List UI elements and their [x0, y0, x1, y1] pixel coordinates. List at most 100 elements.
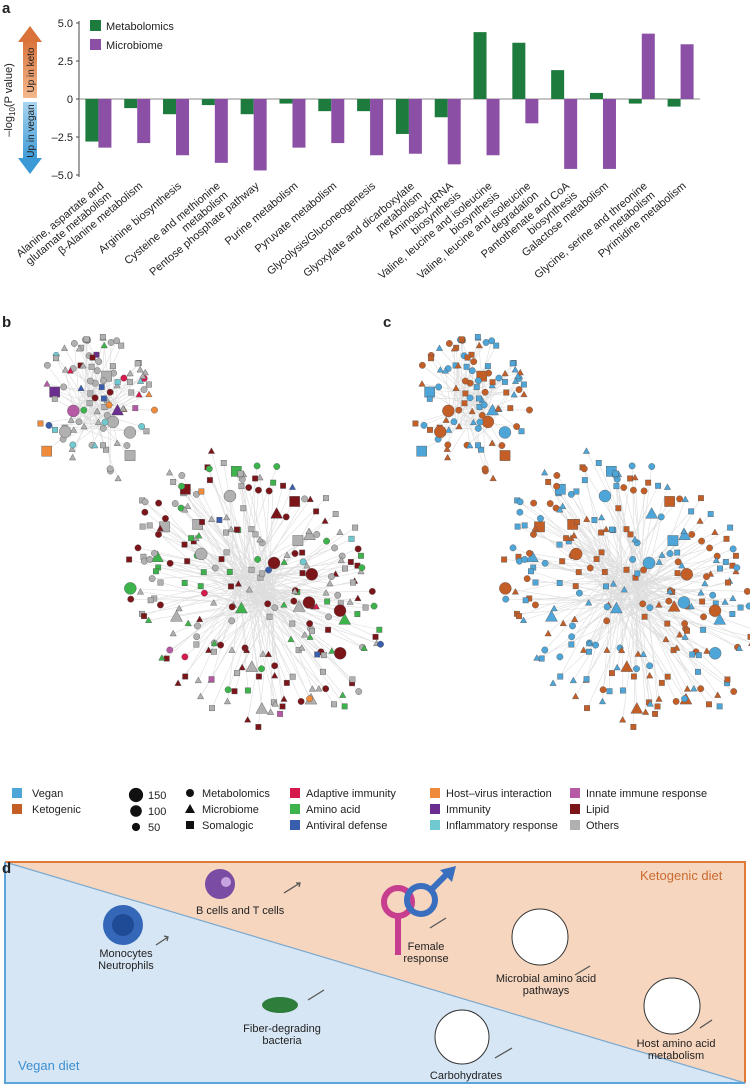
network-node	[468, 367, 476, 375]
bar	[434, 99, 448, 118]
network-node	[522, 597, 529, 604]
network-edge	[188, 601, 275, 624]
network-node	[553, 482, 560, 490]
network-edge	[645, 577, 716, 611]
network-node	[546, 500, 554, 507]
network-node	[146, 555, 154, 563]
network-node	[193, 633, 201, 641]
network-edge	[631, 576, 707, 580]
network-edge	[612, 478, 631, 595]
network-node	[732, 567, 740, 575]
network-edge	[221, 559, 244, 600]
network-node	[305, 527, 313, 534]
network-edge	[450, 372, 521, 392]
network-node	[210, 639, 218, 647]
network-node	[708, 647, 722, 660]
network-node	[306, 633, 314, 640]
network-node	[136, 588, 144, 595]
network-node	[648, 463, 656, 470]
network-edge	[611, 606, 622, 674]
network-node	[462, 390, 469, 397]
network-node	[240, 505, 247, 512]
bar	[163, 99, 177, 115]
network-edge	[267, 582, 354, 597]
network-node	[181, 541, 188, 548]
molecule-icon	[643, 977, 701, 1035]
size-label: 150	[148, 790, 166, 802]
network-node	[463, 363, 470, 370]
network-edge	[626, 608, 634, 667]
network-edge	[130, 588, 249, 596]
network-node	[83, 336, 90, 343]
network-node	[354, 594, 362, 602]
network-edge	[107, 399, 136, 409]
network-node	[124, 582, 137, 595]
network-node	[337, 556, 345, 564]
network-node	[124, 450, 136, 461]
y-tick-label: 5.0	[58, 18, 73, 30]
network-edge	[258, 485, 284, 572]
network-edge	[535, 596, 647, 606]
network-node	[106, 388, 114, 396]
network-edge	[137, 547, 263, 577]
network-node	[706, 701, 712, 708]
legend-label: Microbiome	[106, 40, 163, 52]
network-node	[136, 366, 144, 373]
network-node	[113, 439, 121, 446]
network-node	[178, 472, 186, 479]
network-node	[509, 544, 517, 552]
network-node	[292, 600, 306, 612]
network-node	[151, 406, 158, 414]
network-node	[126, 556, 133, 563]
network-node	[113, 337, 121, 345]
network-node	[208, 515, 216, 522]
network-node	[273, 463, 281, 470]
network-node	[639, 600, 647, 608]
network-node	[132, 405, 139, 412]
network-node	[197, 692, 205, 700]
network-node	[67, 404, 80, 418]
diagram-label: Host amino acid metabolism	[637, 1038, 716, 1062]
bar	[395, 99, 409, 134]
network-node	[646, 662, 654, 670]
network-edge	[268, 527, 356, 586]
network-node	[532, 579, 539, 586]
network-node	[328, 573, 335, 581]
network-edge	[645, 606, 750, 643]
network-node	[435, 344, 444, 351]
network-node	[696, 517, 704, 524]
network-edge	[161, 595, 242, 659]
network-node	[252, 475, 259, 482]
network-node	[170, 479, 177, 485]
network-edge	[623, 487, 646, 571]
network-node	[98, 384, 105, 391]
network-node	[712, 556, 720, 564]
bar	[525, 99, 539, 124]
network-edge	[82, 365, 103, 409]
y-axis-label-part: 10	[8, 107, 17, 116]
network-node	[612, 470, 619, 477]
network-node	[697, 589, 705, 596]
network-node	[126, 378, 133, 385]
network-edge	[421, 383, 481, 396]
legend-label: Metabolomics	[106, 21, 174, 33]
network-edge	[534, 528, 629, 609]
network-edge	[242, 601, 326, 689]
network-node	[223, 697, 231, 705]
network-node	[541, 559, 549, 567]
network-node	[306, 620, 314, 628]
network-node	[174, 679, 182, 686]
network-node	[292, 535, 304, 546]
network-edge	[160, 582, 260, 609]
keto-border	[5, 861, 746, 1083]
network-node	[684, 627, 690, 634]
network-node	[729, 545, 737, 553]
network-edge	[529, 552, 635, 571]
bar	[564, 99, 578, 169]
network-node	[412, 420, 419, 427]
network-node	[481, 465, 489, 473]
network-node	[427, 426, 433, 433]
network-node	[86, 400, 93, 407]
network-node	[184, 502, 192, 509]
network-node	[194, 676, 202, 684]
